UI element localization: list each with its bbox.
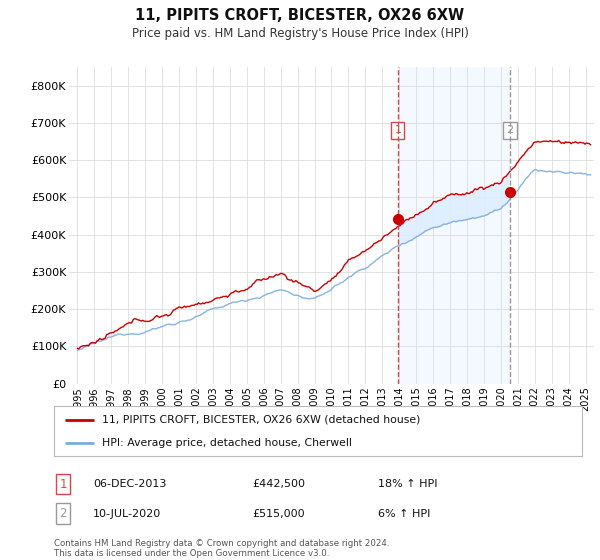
- Text: £515,000: £515,000: [252, 508, 305, 519]
- Bar: [398, 67, 510, 384]
- Text: 1: 1: [59, 478, 67, 491]
- Text: 2: 2: [506, 125, 514, 136]
- Text: 06-DEC-2013: 06-DEC-2013: [93, 479, 166, 489]
- Text: 11, PIPITS CROFT, BICESTER, OX26 6XW: 11, PIPITS CROFT, BICESTER, OX26 6XW: [136, 8, 464, 24]
- Text: 6% ↑ HPI: 6% ↑ HPI: [378, 508, 430, 519]
- Text: 18% ↑ HPI: 18% ↑ HPI: [378, 479, 437, 489]
- Text: 11, PIPITS CROFT, BICESTER, OX26 6XW (detached house): 11, PIPITS CROFT, BICESTER, OX26 6XW (de…: [101, 414, 420, 424]
- Text: 10-JUL-2020: 10-JUL-2020: [93, 508, 161, 519]
- Text: Contains HM Land Registry data © Crown copyright and database right 2024.
This d: Contains HM Land Registry data © Crown c…: [54, 539, 389, 558]
- Text: £442,500: £442,500: [252, 479, 305, 489]
- Text: 1: 1: [394, 125, 401, 136]
- Text: Price paid vs. HM Land Registry's House Price Index (HPI): Price paid vs. HM Land Registry's House …: [131, 27, 469, 40]
- Text: 2: 2: [59, 507, 67, 520]
- Text: HPI: Average price, detached house, Cherwell: HPI: Average price, detached house, Cher…: [101, 438, 352, 448]
